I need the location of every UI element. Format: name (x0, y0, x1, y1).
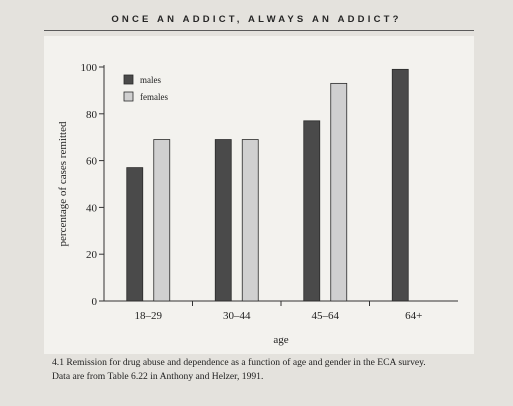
legend: males females (123, 74, 168, 102)
y-tick-label: 100 (81, 62, 98, 74)
y-tick-label: 60 (86, 156, 98, 168)
x-tick-label: 30–44 (223, 310, 251, 322)
y-tick-label: 80 (86, 109, 98, 121)
y-tick-label: 0 (92, 296, 98, 308)
y-tick-label: 20 (86, 249, 98, 261)
bar-males (391, 68, 409, 302)
bars (126, 68, 409, 302)
bar-males (214, 139, 232, 302)
y-axis-title: percentage of cases remitted (57, 121, 69, 246)
legend-swatch-males (123, 74, 134, 85)
x-axis-title: age (273, 334, 288, 346)
bar-males (303, 120, 321, 302)
caption-line-2: Data are from Table 6.22 in Anthony and … (52, 370, 264, 382)
header-rule (44, 30, 474, 31)
caption-line-1: 4.1 Remission for drug abuse and depende… (52, 357, 426, 368)
legend-swatch-females (123, 91, 134, 102)
bar-females (153, 139, 171, 302)
x-axis: 18–29 30–44 45–64 64+ (104, 300, 458, 322)
y-tick-label: 40 (86, 202, 98, 214)
bar-males (126, 167, 144, 302)
figure-caption: 4.1 Remission for drug abuse and depende… (52, 356, 472, 383)
bar-females (241, 139, 259, 302)
legend-label-males: males (140, 75, 161, 85)
legend-label-females: females (140, 92, 168, 102)
running-head: ONCE AN ADDICT, ALWAYS AN ADDICT? (111, 14, 402, 25)
y-axis: 0 20 40 60 80 100 (81, 62, 105, 308)
x-tick-label: 64+ (405, 310, 422, 322)
x-tick-label: 18–29 (135, 310, 163, 322)
x-tick-label: 45–64 (312, 310, 340, 322)
bar-females (330, 82, 348, 302)
